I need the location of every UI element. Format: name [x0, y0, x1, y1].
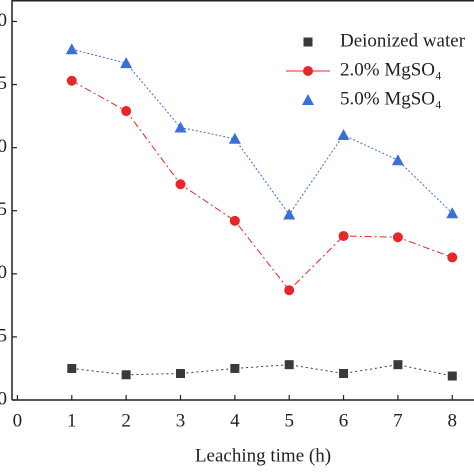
- legend-marker: [302, 94, 314, 105]
- y-tick-label: 30: [0, 10, 7, 31]
- series-line: [71, 364, 453, 377]
- data-point: [283, 208, 296, 220]
- data-point: [121, 370, 131, 380]
- x-tick-label: 5: [284, 410, 294, 431]
- data-point: [175, 179, 186, 190]
- x-tick-label: 4: [230, 410, 240, 431]
- data-point: [393, 360, 403, 370]
- x-tick-label: 7: [393, 410, 403, 431]
- x-tick-label: 1: [67, 410, 77, 431]
- series-line: [71, 80, 453, 291]
- data-point: [338, 230, 349, 241]
- x-tick-label: 6: [339, 410, 349, 431]
- x-tick-label: 8: [448, 410, 458, 431]
- x-tick-label: 0: [13, 410, 23, 431]
- data-point: [120, 57, 133, 69]
- x-axis-label: Leaching time (h): [195, 445, 331, 466]
- y-tick-label: 25: [0, 73, 7, 94]
- y-tick-label: 15: [0, 199, 7, 220]
- legend-label: 5.0% MgSO₄: [340, 88, 442, 109]
- data-point: [284, 285, 295, 296]
- y-tick-label: 10: [0, 262, 7, 283]
- data-point: [337, 129, 350, 141]
- data-point: [67, 363, 77, 373]
- legend-label: Deionized water: [340, 30, 466, 51]
- data-point: [339, 369, 349, 379]
- data-point: [230, 363, 240, 373]
- data-point: [66, 75, 77, 86]
- data-point: [392, 232, 403, 243]
- data-point: [65, 43, 78, 55]
- y-tick-label: 5: [0, 325, 7, 346]
- x-tick-label: 3: [176, 410, 186, 431]
- legend-marker: [303, 66, 313, 76]
- data-point: [446, 207, 459, 219]
- x-tick-label: 2: [121, 410, 131, 431]
- data-point: [447, 371, 457, 381]
- data-point: [284, 360, 294, 370]
- y-tick-label: 0: [0, 388, 7, 409]
- data-point: [174, 121, 187, 133]
- data-point: [391, 154, 404, 166]
- data-point: [228, 132, 241, 144]
- data-point: [175, 369, 185, 379]
- legend-marker: [303, 37, 313, 47]
- data-point: [229, 215, 240, 226]
- y-tick-label: 20: [0, 136, 7, 157]
- legend-label: 2.0% MgSO₄: [340, 59, 442, 80]
- data-point: [447, 252, 458, 263]
- data-point: [121, 106, 132, 117]
